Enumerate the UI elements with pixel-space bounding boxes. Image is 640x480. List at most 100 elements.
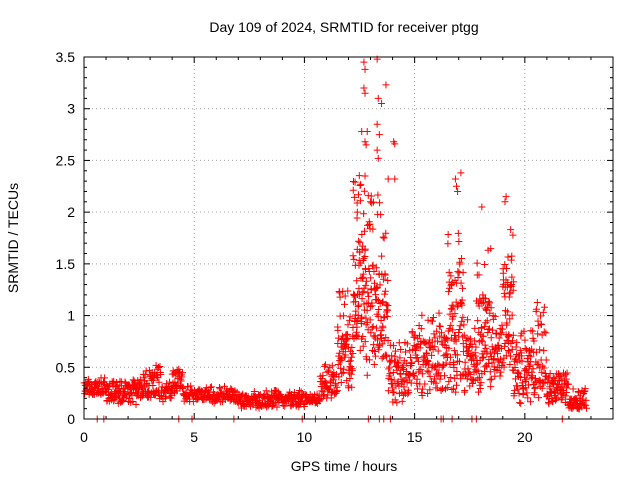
data-point	[329, 376, 337, 384]
data-point	[443, 383, 451, 391]
data-point	[147, 393, 155, 401]
data-point	[479, 353, 487, 361]
data-point	[281, 402, 289, 410]
data-point	[371, 348, 379, 356]
data-point	[433, 384, 441, 392]
data-point	[346, 375, 354, 383]
data-point	[530, 337, 538, 345]
data-point	[504, 253, 512, 261]
data-point	[490, 355, 498, 363]
data-point	[504, 347, 512, 355]
data-point	[521, 336, 529, 344]
data-point	[119, 396, 127, 404]
data-point	[495, 334, 503, 342]
data-point	[340, 365, 348, 373]
data-point	[508, 273, 516, 281]
plot-frame	[83, 56, 614, 420]
data-point	[378, 299, 386, 307]
data-point	[156, 363, 164, 371]
data-point	[364, 289, 372, 297]
data-point	[353, 277, 361, 285]
data-point	[363, 306, 371, 314]
data-point	[457, 300, 465, 308]
data-point	[384, 175, 392, 183]
data-point	[499, 359, 507, 367]
data-point	[496, 372, 504, 380]
data-point	[334, 340, 342, 348]
data-point	[440, 352, 448, 360]
data-point	[424, 360, 432, 368]
data-point	[361, 65, 369, 73]
y-tick-label: 3	[67, 101, 75, 117]
data-point	[353, 331, 361, 339]
data-point	[332, 379, 340, 387]
data-point	[508, 311, 516, 319]
data-point	[452, 388, 460, 396]
data-point	[454, 273, 462, 281]
data-point	[483, 306, 491, 314]
data-point	[471, 352, 479, 360]
data-point	[337, 354, 345, 362]
data-point	[491, 312, 499, 320]
data-point	[345, 384, 353, 392]
data-point	[563, 369, 571, 377]
data-point	[368, 199, 376, 207]
x-tick-label: 15	[407, 429, 423, 445]
data-point	[426, 372, 434, 380]
data-point	[321, 361, 329, 369]
data-point	[443, 335, 451, 343]
data-point	[361, 252, 369, 260]
data-point	[355, 301, 363, 309]
data-point	[421, 380, 429, 388]
data-point	[453, 182, 461, 190]
data-point	[380, 314, 388, 322]
data-point	[407, 354, 415, 362]
data-point	[400, 383, 408, 391]
data-point	[433, 327, 441, 335]
data-point	[379, 233, 387, 241]
data-point	[129, 398, 137, 406]
data-point	[564, 380, 572, 388]
data-point	[348, 383, 356, 391]
data-point	[533, 298, 541, 306]
data-point	[451, 310, 459, 318]
data-point	[485, 325, 493, 333]
data-point	[434, 360, 442, 368]
data-point	[370, 341, 378, 349]
data-point	[487, 245, 495, 253]
data-point	[386, 370, 394, 378]
data-point	[335, 349, 343, 357]
data-point	[354, 316, 362, 324]
data-point	[511, 363, 519, 371]
data-point	[132, 400, 140, 408]
data-point	[467, 335, 475, 343]
data-point	[379, 324, 387, 332]
data-point	[366, 316, 374, 324]
data-point	[423, 350, 431, 358]
data-point	[516, 399, 524, 407]
data-point	[359, 342, 367, 350]
data-point	[360, 227, 368, 235]
data-point	[511, 386, 519, 394]
data-point	[457, 375, 465, 383]
data-point	[417, 325, 425, 333]
data-point	[500, 363, 508, 371]
data-point	[240, 402, 248, 410]
data-point	[489, 315, 497, 323]
data-point	[334, 361, 342, 369]
data-point	[416, 332, 424, 340]
data-point	[372, 264, 380, 272]
data-point	[426, 386, 434, 394]
data-point	[325, 367, 333, 375]
data-point	[449, 326, 457, 334]
data-point	[480, 323, 488, 331]
data-point	[383, 353, 391, 361]
data-point	[370, 268, 378, 276]
data-point	[324, 391, 332, 399]
data-point	[509, 331, 517, 339]
data-point	[555, 371, 563, 379]
data-point	[349, 178, 357, 186]
data-point	[376, 281, 384, 289]
data-point	[466, 370, 474, 378]
data-point	[498, 325, 506, 333]
